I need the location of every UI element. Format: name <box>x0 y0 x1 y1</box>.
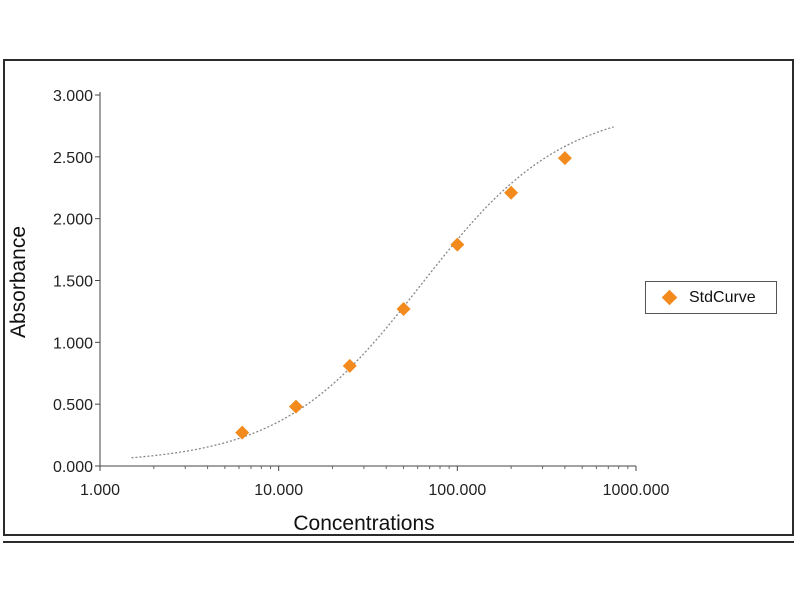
y-tick-label: 0.500 <box>53 397 93 414</box>
y-tick-label: 1.500 <box>53 274 93 291</box>
y-tick-label: 2.000 <box>53 212 93 229</box>
data-point <box>235 425 250 440</box>
data-point <box>396 301 411 316</box>
legend-diamond-icon <box>661 289 678 306</box>
y-ticks: 0.000 0.500 1.000 1.500 2.000 2.500 3.000 <box>53 88 100 476</box>
fit-curve <box>131 126 614 459</box>
x-tick-label: 1000.000 <box>603 482 670 499</box>
x-ticks: 1.000 10.000 100.000 1000.000 <box>80 466 669 499</box>
y-tick-label: 1.000 <box>53 335 93 352</box>
x-tick-label: 10.000 <box>254 482 303 499</box>
data-point <box>288 399 303 414</box>
bottom-rule <box>3 541 794 543</box>
y-axis-title: Absorbance <box>7 226 30 338</box>
fit-curve-line <box>131 126 614 459</box>
x-tick-label: 100.000 <box>428 482 486 499</box>
y-tick-label: 2.500 <box>53 150 93 167</box>
y-tick-label: 3.000 <box>53 88 93 105</box>
data-point <box>450 237 465 252</box>
data-point <box>504 185 519 200</box>
data-point <box>557 151 572 166</box>
data-points <box>235 151 572 440</box>
legend-label: StdCurve <box>689 288 756 306</box>
data-point <box>342 358 357 373</box>
legend: StdCurve <box>645 281 777 314</box>
y-tick-label: 0.000 <box>53 459 93 476</box>
axes <box>99 92 636 467</box>
x-axis-title: Concentrations <box>293 512 434 535</box>
x-tick-label: 1.000 <box>80 482 120 499</box>
